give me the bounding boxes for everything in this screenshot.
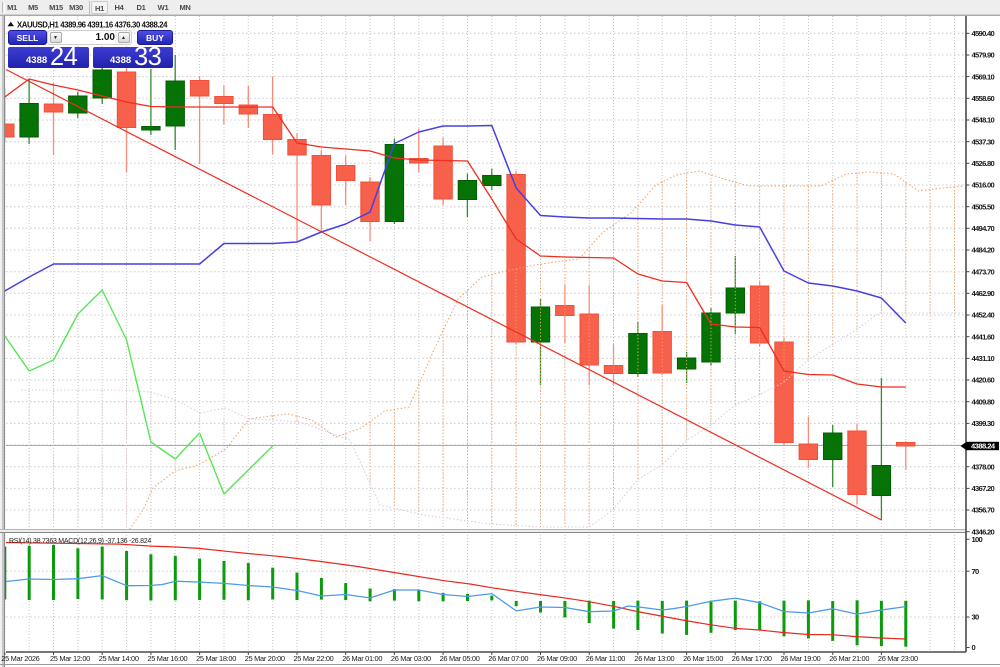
svg-text:4579.90: 4579.90 [972,51,995,60]
svg-text:26 Mar 05:00: 26 Mar 05:00 [440,654,480,663]
svg-text:4388.24: 4388.24 [971,442,996,451]
svg-text:4516.00: 4516.00 [972,181,995,190]
svg-text:4558.60: 4558.60 [972,94,995,103]
svg-text:4399.30: 4399.30 [972,419,995,428]
svg-text:26 Mar 11:00: 26 Mar 11:00 [586,654,626,663]
svg-text:4367.20: 4367.20 [972,484,995,493]
svg-text:4441.60: 4441.60 [972,332,995,341]
svg-text:26 Mar 13:00: 26 Mar 13:00 [634,654,674,663]
svg-text:25 Mar 16:00: 25 Mar 16:00 [147,654,187,663]
svg-text:4378.00: 4378.00 [972,462,995,471]
svg-text:25 Mar 14:00: 25 Mar 14:00 [99,654,139,663]
svg-text:4505.50: 4505.50 [972,202,995,211]
svg-text:RSI(14) 38.7363 MACD(12,26,9): RSI(14) 38.7363 MACD(12,26,9) -37.136 -2… [9,538,151,545]
svg-text:4473.70: 4473.70 [972,267,995,276]
svg-text:4431.10: 4431.10 [972,354,995,363]
svg-text:26 Mar 15:00: 26 Mar 15:00 [683,654,723,663]
svg-text:4452.40: 4452.40 [972,311,995,320]
svg-text:26 Mar 19:00: 26 Mar 19:00 [781,654,821,663]
svg-text:4462.90: 4462.90 [972,289,995,298]
svg-text:25 Mar 2026: 25 Mar 2026 [1,654,39,663]
svg-text:30: 30 [972,613,980,622]
svg-text:100: 100 [972,535,983,544]
svg-text:26 Mar 23:00: 26 Mar 23:00 [878,654,918,663]
svg-text:25 Mar 22:00: 25 Mar 22:00 [294,654,334,663]
svg-text:4484.20: 4484.20 [972,246,995,255]
svg-text:26 Mar 07:00: 26 Mar 07:00 [488,654,528,663]
svg-text:25 Mar 20:00: 25 Mar 20:00 [245,654,285,663]
svg-text:4420.60: 4420.60 [972,376,995,385]
svg-text:25 Mar 12:00: 25 Mar 12:00 [50,654,90,663]
svg-text:25 Mar 18:00: 25 Mar 18:00 [196,654,236,663]
svg-text:4548.10: 4548.10 [972,116,995,125]
svg-text:26 Mar 03:00: 26 Mar 03:00 [391,654,431,663]
svg-text:4569.10: 4569.10 [972,72,995,81]
svg-text:26 Mar 21:00: 26 Mar 21:00 [829,654,869,663]
svg-text:4409.80: 4409.80 [972,397,995,406]
svg-text:4356.70: 4356.70 [972,506,995,515]
svg-text:26 Mar 09:00: 26 Mar 09:00 [537,654,577,663]
svg-text:4590.40: 4590.40 [972,29,995,38]
svg-text:4346.20: 4346.20 [972,527,995,536]
svg-text:0: 0 [972,643,976,652]
svg-text:70: 70 [972,567,980,576]
svg-text:4494.70: 4494.70 [972,224,995,233]
svg-text:4537.30: 4537.30 [972,137,995,146]
svg-text:XAUUSD,H1 4389.96 4391.16 437: XAUUSD,H1 4389.96 4391.16 4376.30 4388.2… [17,21,168,30]
svg-text:26 Mar 01:00: 26 Mar 01:00 [342,654,382,663]
svg-text:4526.80: 4526.80 [972,159,995,168]
svg-text:26 Mar 17:00: 26 Mar 17:00 [732,654,772,663]
